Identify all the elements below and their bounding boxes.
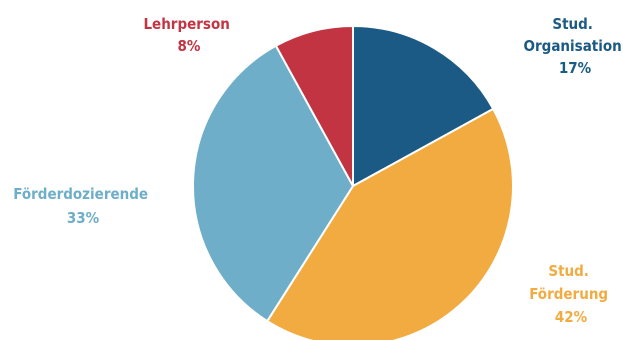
slice-label-stud-foerderung: Stud. Förderung 42% — [529, 262, 613, 326]
pie-slice-lehrperson — [274, 25, 354, 187]
pie-slice-stud-förderung — [266, 107, 514, 340]
pie-slice-stud-organisation — [352, 25, 495, 187]
slice-label-lehrperson: Lehrperson 8% — [143, 15, 234, 55]
slice-label-stud-organisation: Stud. Organisation 17% — [524, 15, 623, 77]
pie-slices — [192, 25, 514, 340]
slice-label-foerderdozierende: Förderdozierende 33% — [13, 185, 153, 227]
